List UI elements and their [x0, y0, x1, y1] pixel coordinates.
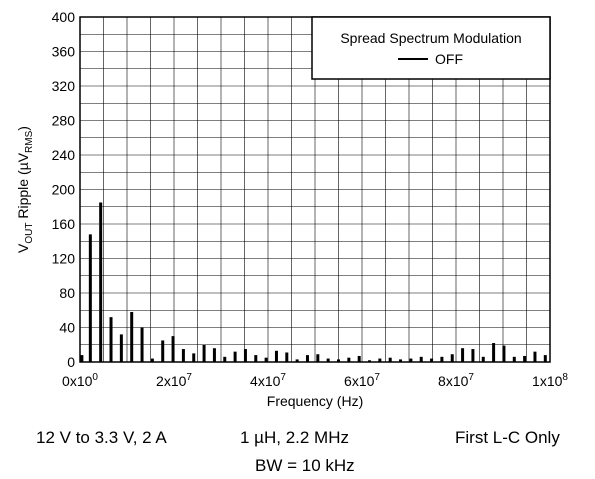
x-tick-label: 4x107	[250, 372, 286, 389]
y-tick-label: 80	[59, 285, 75, 301]
x-tick-label: 0x100	[62, 372, 98, 389]
y-tick-label: 40	[59, 320, 75, 336]
y-tick-label: 360	[52, 44, 76, 60]
x-tick-label: 6x107	[344, 372, 380, 389]
caption-filter: First L-C Only	[455, 428, 560, 447]
x-tick-label: 1x108	[532, 372, 568, 389]
caption-conditions: 12 V to 3.3 V, 2 A	[36, 428, 167, 447]
y-tick-label: 280	[52, 113, 76, 129]
caption-inductor: 1 µH, 2.2 MHz	[240, 428, 349, 447]
y-tick-label: 400	[52, 9, 76, 25]
spectrum-bars	[80, 202, 547, 362]
x-tick-label: 2x107	[156, 372, 192, 389]
legend-box	[311, 16, 551, 80]
y-tick-label: 200	[52, 182, 76, 198]
x-axis-label: Frequency (Hz)	[267, 393, 363, 409]
caption-bandwidth: BW = 10 kHz	[255, 456, 355, 475]
ripple-chart: 0 40 80 120 160 200 240 280 320 360 400 0x100 2x107…	[15, 9, 568, 409]
y-tick-label: 320	[52, 78, 76, 94]
legend-title: Spread Spectrum Modulation	[340, 30, 521, 46]
legend: Spread Spectrum Modulation OFF	[311, 16, 551, 80]
y-tick-labels: 0 40 80 120 160 200 240 280 320 360 400	[52, 9, 76, 370]
y-tick-label: 160	[52, 216, 76, 232]
legend-entry-off: OFF	[435, 51, 463, 67]
x-tick-label: 8x107	[438, 372, 474, 389]
y-tick-label: 240	[52, 147, 76, 163]
y-tick-label: 0	[67, 354, 75, 370]
y-axis-label: VOUT Ripple (µVRMS)	[15, 126, 35, 253]
x-tick-labels: 0x100 2x107 4x107 6x107 8x107 1x108	[62, 372, 568, 389]
y-tick-label: 120	[52, 251, 76, 267]
